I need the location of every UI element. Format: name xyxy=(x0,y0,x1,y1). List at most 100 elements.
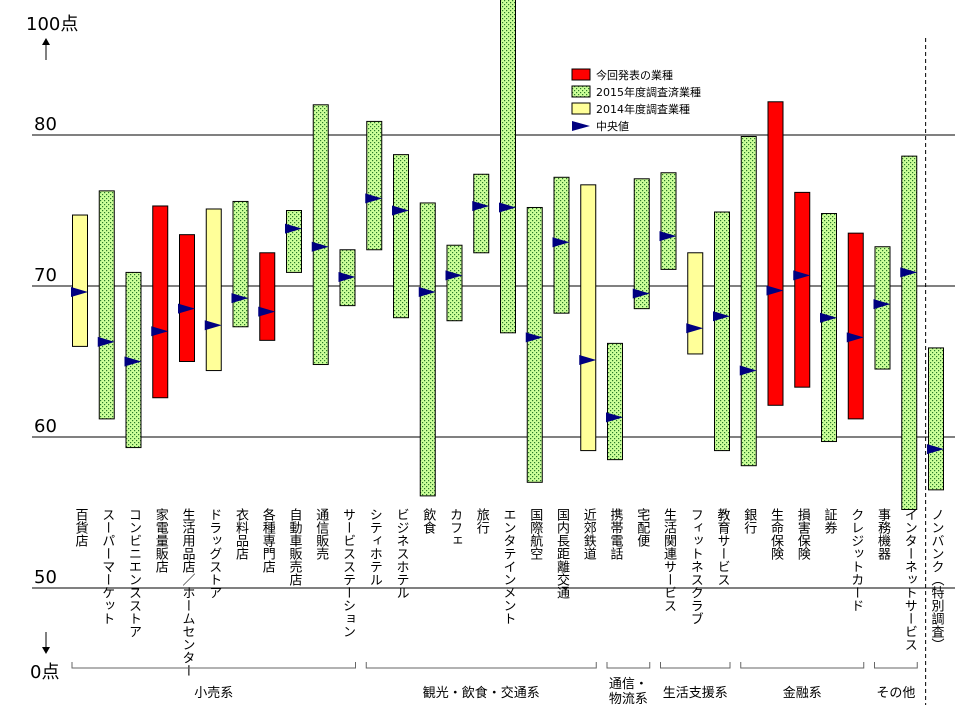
category-label-23: フィットネスクラブ xyxy=(688,508,703,625)
range-bar-26 xyxy=(767,101,784,406)
legend-label-2: 2014年度調査業種 xyxy=(596,102,690,116)
median-marker-13 xyxy=(418,287,436,298)
median-marker-4 xyxy=(178,303,195,314)
median-marker-26 xyxy=(766,285,784,296)
category-label-22: 生活関連サービス xyxy=(661,508,677,612)
category-label-13: 飲食 xyxy=(420,507,436,534)
median-marker-20 xyxy=(606,412,623,423)
category-label-6: 衣料品店 xyxy=(233,507,249,560)
category-label-32: ノンバンク（特別調査） xyxy=(929,508,945,651)
group-label-line: 通信・ xyxy=(609,677,648,692)
category-label-26: 生命保険 xyxy=(768,508,784,560)
category-label-15: 旅行 xyxy=(474,508,490,535)
legend-swatch-1 xyxy=(571,85,591,98)
category-label-16: エンタテインメント xyxy=(501,508,516,625)
group-label-4: 金融系 xyxy=(783,685,822,701)
category-label-28: 証券 xyxy=(822,508,838,534)
category-label-2: コンビニエンスストア xyxy=(126,508,141,638)
median-marker-28 xyxy=(820,312,837,323)
legend-label-0: 今回発表の業種 xyxy=(596,68,673,82)
range-bar-9 xyxy=(312,104,329,366)
legend-swatch-0 xyxy=(571,68,591,81)
group-label-line: 物流系 xyxy=(609,692,648,707)
category-label-30: 事務機器 xyxy=(875,508,891,561)
category-labels: 百貨店 スーパーマーケット コンビニエンスストア 家電量販店 生活用品店／ホームセンター… xyxy=(73,507,945,677)
y-tick-label-80: 80 xyxy=(34,114,57,135)
median-markers xyxy=(71,193,944,455)
median-marker-8 xyxy=(285,223,302,234)
y-tick-label-70: 70 xyxy=(34,265,57,286)
range-bar-19 xyxy=(580,184,597,452)
range-bar-31 xyxy=(901,155,918,510)
range-bar-27 xyxy=(794,191,811,388)
legend-label-1: 2015年度調査済業種 xyxy=(596,85,701,99)
category-label-25: 銀行 xyxy=(741,508,757,535)
median-marker-3 xyxy=(151,326,169,337)
range-bar-21 xyxy=(633,178,650,310)
category-label-12: ビジネスホテル xyxy=(394,508,409,599)
median-marker-22 xyxy=(659,231,677,242)
range-bar-4 xyxy=(179,234,195,362)
y-tick-label-60: 60 xyxy=(34,416,57,437)
group-label-5: その他 xyxy=(876,686,915,701)
category-label-0: 百貨店 xyxy=(73,508,89,547)
median-marker-31 xyxy=(900,267,918,278)
range-bar-24 xyxy=(714,211,730,452)
y-tick-label-50: 50 xyxy=(34,567,57,588)
range-bar-0 xyxy=(72,214,88,347)
category-label-11: シティホテル xyxy=(367,508,382,586)
group-bracket-0 xyxy=(71,662,356,669)
range-bar-32 xyxy=(928,347,944,491)
median-marker-14 xyxy=(445,270,463,281)
median-marker-24 xyxy=(713,311,730,322)
category-label-24: 教育サービス xyxy=(715,507,731,586)
range-bar-11 xyxy=(366,120,383,251)
range-bar-22 xyxy=(660,172,677,270)
group-label-line: 小売系 xyxy=(194,685,233,701)
range-bars xyxy=(72,0,944,510)
range-bar-17 xyxy=(526,206,543,483)
range-bar-14 xyxy=(446,244,463,322)
range-bar-29 xyxy=(847,232,864,420)
median-marker-19 xyxy=(579,354,597,365)
category-label-14: カフェ xyxy=(447,508,462,547)
range-bar-8 xyxy=(286,210,302,273)
group-label-0: 小売系 xyxy=(194,685,233,701)
range-bar-6 xyxy=(232,200,249,328)
category-label-20: 携帯電話 xyxy=(608,507,624,560)
category-label-3: 家電量販店 xyxy=(153,507,169,573)
legend-label-3: 中央値 xyxy=(596,120,629,133)
y-top-label: 100点 xyxy=(26,14,78,35)
median-marker-23 xyxy=(686,323,704,334)
range-bar-15 xyxy=(473,173,490,254)
median-marker-27 xyxy=(793,270,811,281)
median-marker-9 xyxy=(311,241,329,252)
median-marker-32 xyxy=(927,444,944,455)
category-label-10: サービスステーション xyxy=(340,508,355,638)
range-bar-3 xyxy=(152,205,169,399)
category-label-18: 国内長距離交通 xyxy=(554,508,570,599)
range-bar-1 xyxy=(98,190,115,420)
down-arrow-head-icon xyxy=(42,647,50,654)
group-bracket-1 xyxy=(365,662,597,669)
category-label-1: スーパーマーケット xyxy=(99,508,115,625)
median-marker-29 xyxy=(846,332,864,343)
category-label-31: インターネットサービス xyxy=(902,508,917,651)
range-bar-28 xyxy=(821,213,837,443)
category-label-21: 宅配便 xyxy=(634,508,650,548)
category-label-27: 損害保険 xyxy=(795,508,811,560)
median-marker-5 xyxy=(204,320,222,331)
range-bar-25 xyxy=(740,136,757,467)
category-label-7: 各種専門店 xyxy=(260,507,276,573)
y-axis: 80 70 60 50 100点 0点 xyxy=(26,14,78,683)
group-bracket-2 xyxy=(606,662,651,669)
legend-swatch-median xyxy=(572,121,590,131)
median-marker-7 xyxy=(258,306,276,317)
median-marker-18 xyxy=(552,237,570,248)
median-marker-10 xyxy=(338,271,356,282)
median-marker-2 xyxy=(124,356,142,367)
up-arrow-head-icon xyxy=(42,38,50,45)
